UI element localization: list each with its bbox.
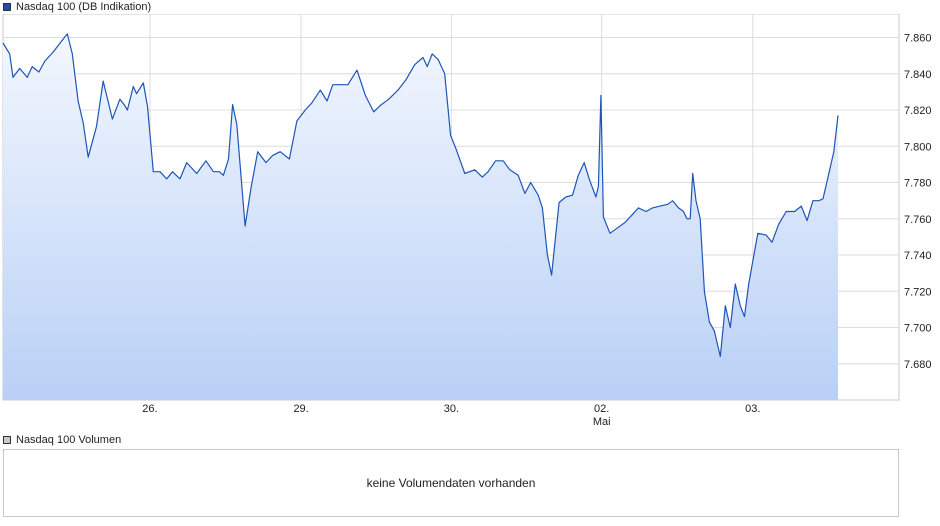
volume-legend-label: Nasdaq 100 Volumen [16, 434, 122, 446]
price-chart: 7.680 7.700 7.720 7.740 7.760 7.780 7.800 7.820… [2, 14, 932, 428]
x-tick-label: 26. [142, 403, 157, 415]
price-area [3, 33, 838, 401]
y-tick-label: 7.800 [904, 141, 932, 153]
y-tick-label: 7.760 [904, 214, 932, 226]
y-tick-label: 7.720 [904, 286, 932, 298]
y-tick-label: 7.820 [904, 105, 932, 117]
y-tick-label: 7.860 [904, 33, 932, 45]
y-tick-label: 7.700 [904, 323, 932, 335]
price-legend-swatch [3, 3, 11, 11]
x-tick-label: 03. [745, 403, 760, 415]
y-tick-label: 7.680 [904, 359, 932, 371]
y-tick-label: 7.740 [904, 250, 932, 262]
volume-legend-swatch [3, 436, 11, 444]
volume-panel: keine Volumendaten vorhanden [3, 449, 899, 517]
x-tick-label: 02. [594, 403, 609, 415]
y-axis-ticks: 7.680 7.700 7.720 7.740 7.760 7.780 7.800 7.820… [904, 33, 932, 371]
y-tick-label: 7.780 [904, 178, 932, 190]
volume-empty-message: keine Volumendaten vorhanden [366, 476, 536, 490]
x-axis-ticks: 26. 29. 30. 02.Mai 03. [142, 403, 760, 428]
price-legend: Nasdaq 100 (DB Indikation) [3, 0, 151, 14]
x-tick-label: 30. [444, 403, 459, 415]
volume-legend: Nasdaq 100 Volumen [3, 433, 121, 447]
x-tick-label: 29. [293, 403, 308, 415]
price-line [2, 33, 839, 358]
y-tick-label: 7.840 [904, 69, 932, 81]
x-tick-sublabel: Mai [593, 416, 611, 428]
price-legend-label: Nasdaq 100 (DB Indikation) [16, 1, 152, 13]
